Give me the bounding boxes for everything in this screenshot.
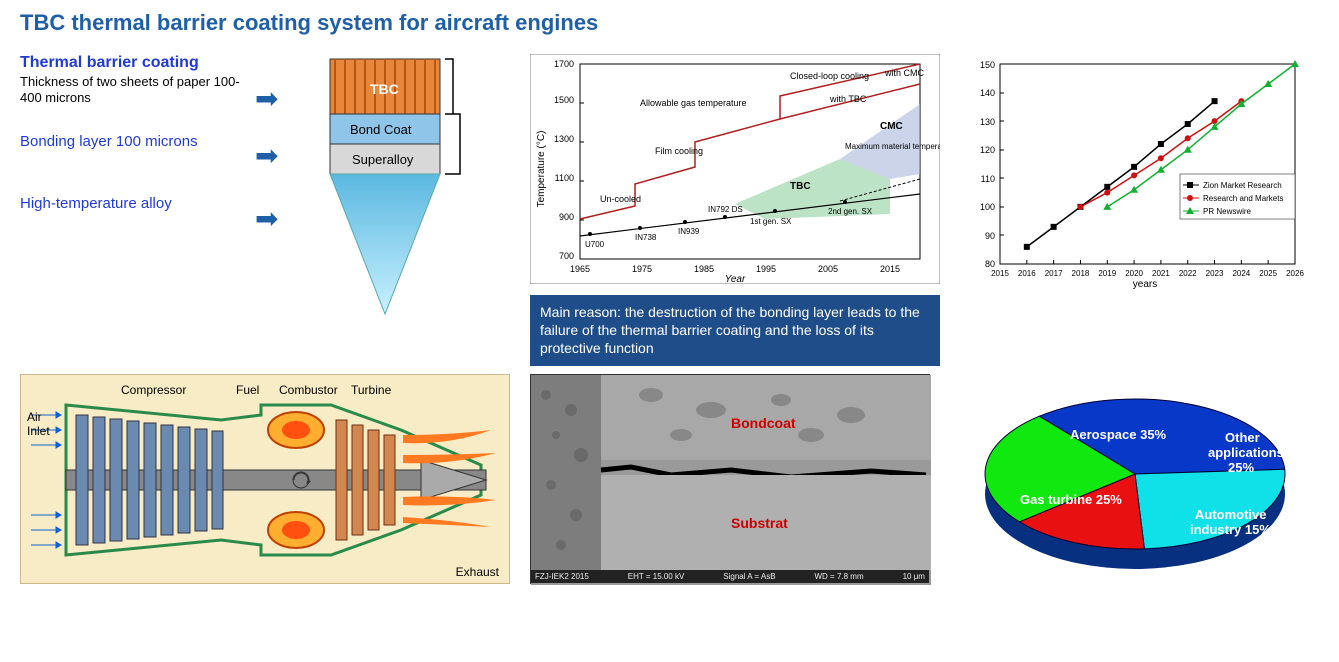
- temp-chart-svg: 700 900 1100 1300 1500 1700 1965 1975 1985 1995 2…: [530, 54, 940, 284]
- svg-text:with TBC: with TBC: [829, 94, 867, 104]
- svg-text:1100: 1100: [555, 173, 574, 183]
- svg-text:Allowable gas temperature: Allowable gas temperature: [640, 98, 747, 108]
- svg-text:110: 110: [981, 174, 995, 184]
- svg-text:1985: 1985: [694, 264, 714, 274]
- sem-footer: FZJ-IEK2 2015EHT = 15.00 kVSignal A = As…: [531, 570, 929, 583]
- svg-text:900: 900: [559, 212, 574, 222]
- svg-text:2024: 2024: [1232, 269, 1250, 278]
- svg-text:80: 80: [985, 259, 995, 269]
- svg-text:130: 130: [980, 117, 995, 127]
- svg-text:Year: Year: [725, 274, 746, 284]
- svg-text:Aerospace 35%: Aerospace 35%: [1070, 427, 1167, 442]
- svg-text:140: 140: [980, 88, 995, 98]
- svg-text:U700: U700: [585, 240, 605, 249]
- svg-text:2nd gen. SX: 2nd gen. SX: [828, 207, 873, 216]
- svg-text:1300: 1300: [554, 134, 574, 144]
- svg-text:1995: 1995: [756, 264, 776, 274]
- coating-label-tbc: Thermal barrier coating: [20, 54, 240, 72]
- pie-chart: Aerospace 35% Otherapplications25% Autom…: [960, 374, 1320, 604]
- coating-svg: TBC Bond Coat Superalloy: [310, 54, 490, 334]
- market-chart: 80 90 100 110 120 130 140 150 2015 2016 2017 2018 2…: [960, 54, 1320, 354]
- svg-text:2025: 2025: [1259, 269, 1277, 278]
- svg-text:Bond Coat: Bond Coat: [350, 122, 412, 137]
- svg-text:90: 90: [985, 231, 995, 241]
- sem-label-bondcoat: Bondcoat: [731, 415, 796, 431]
- svg-text:2018: 2018: [1072, 269, 1090, 278]
- engine-svg: [21, 375, 511, 585]
- svg-text:1700: 1700: [554, 59, 574, 69]
- svg-text:700: 700: [559, 251, 574, 261]
- svg-text:100: 100: [980, 202, 995, 212]
- arrow-icon: ➡: [255, 139, 278, 172]
- svg-text:IN939: IN939: [678, 227, 700, 236]
- svg-text:Un-cooled: Un-cooled: [600, 194, 641, 204]
- svg-text:2017: 2017: [1045, 269, 1063, 278]
- engine-label-turbine: Turbine: [351, 383, 391, 397]
- svg-text:Temperature (°C): Temperature (°C): [536, 131, 547, 208]
- sem-micrograph: Bondcoat Substrat FZJ-IEK2 2015EHT = 15.…: [530, 374, 940, 604]
- svg-text:IN792 DS: IN792 DS: [708, 205, 743, 214]
- svg-text:IN738: IN738: [635, 233, 657, 242]
- svg-text:2026: 2026: [1286, 269, 1304, 278]
- svg-text:TBC: TBC: [370, 81, 399, 97]
- coating-label-tbc-sub: Thickness of two sheets of paper 100-400…: [20, 74, 240, 105]
- svg-text:Gas turbine 25%: Gas turbine 25%: [1020, 492, 1122, 507]
- sem-label-substrat: Substrat: [731, 515, 788, 531]
- svg-text:1975: 1975: [632, 264, 652, 274]
- engine-diagram: Compressor Fuel Combustor Turbine Air In…: [20, 374, 510, 604]
- svg-text:2016: 2016: [1018, 269, 1036, 278]
- svg-text:years: years: [1133, 279, 1157, 290]
- svg-text:Film cooling: Film cooling: [655, 146, 703, 156]
- engine-label-compressor: Compressor: [121, 383, 186, 397]
- svg-text:2020: 2020: [1125, 269, 1143, 278]
- svg-text:1500: 1500: [554, 95, 574, 105]
- sem-svg: [531, 375, 931, 585]
- engine-label-combustor: Combustor: [279, 383, 338, 397]
- svg-text:TBC: TBC: [790, 181, 811, 192]
- svg-text:2015: 2015: [880, 264, 900, 274]
- svg-text:150: 150: [980, 60, 995, 70]
- svg-text:2023: 2023: [1206, 269, 1224, 278]
- engine-label-exhaust: Exhaust: [456, 565, 499, 579]
- svg-text:120: 120: [980, 145, 995, 155]
- arrow-icon: ➡: [255, 202, 278, 235]
- svg-text:CMC: CMC: [880, 121, 903, 132]
- svg-text:1st gen. SX: 1st gen. SX: [750, 217, 792, 226]
- svg-text:2015: 2015: [991, 269, 1009, 278]
- svg-text:Maximum material temperature: Maximum material temperature: [845, 142, 940, 151]
- page-title: TBC thermal barrier coating system for a…: [20, 10, 1319, 36]
- svg-text:2005: 2005: [818, 264, 838, 274]
- engine-label-fuel: Fuel: [236, 383, 259, 397]
- svg-text:Superalloy: Superalloy: [352, 152, 414, 167]
- coating-diagram: Thermal barrier coating Thickness of two…: [20, 54, 510, 354]
- coating-label-alloy: High-temperature alloy: [20, 195, 240, 212]
- svg-text:1965: 1965: [570, 264, 590, 274]
- svg-text:with CMC: with CMC: [884, 68, 925, 78]
- market-chart-svg: 80 90 100 110 120 130 140 150 2015 2016 2017 2018 2…: [960, 54, 1310, 294]
- coating-label-bond: Bonding layer 100 microns: [20, 133, 240, 150]
- svg-text:Zion Market Research: Zion Market Research: [1203, 181, 1282, 190]
- svg-text:Research and Markets: Research and Markets: [1203, 194, 1283, 203]
- svg-text:PR Newswire: PR Newswire: [1203, 207, 1252, 216]
- pie-svg: Aerospace 35% Otherapplications25% Autom…: [960, 374, 1310, 594]
- temp-chart-caption: Main reason: the destruction of the bond…: [530, 295, 940, 366]
- svg-text:2019: 2019: [1098, 269, 1116, 278]
- arrow-icon: ➡: [255, 82, 278, 115]
- svg-text:2021: 2021: [1152, 269, 1170, 278]
- engine-label-inlet: Air Inlet: [27, 410, 57, 438]
- temperature-chart: 700 900 1100 1300 1500 1700 1965 1975 1985 1995 2…: [530, 54, 940, 354]
- svg-text:Closed-loop cooling: Closed-loop cooling: [790, 71, 869, 81]
- svg-text:Automotiveindustry 15%: Automotiveindustry 15%: [1190, 507, 1271, 537]
- svg-text:2022: 2022: [1179, 269, 1197, 278]
